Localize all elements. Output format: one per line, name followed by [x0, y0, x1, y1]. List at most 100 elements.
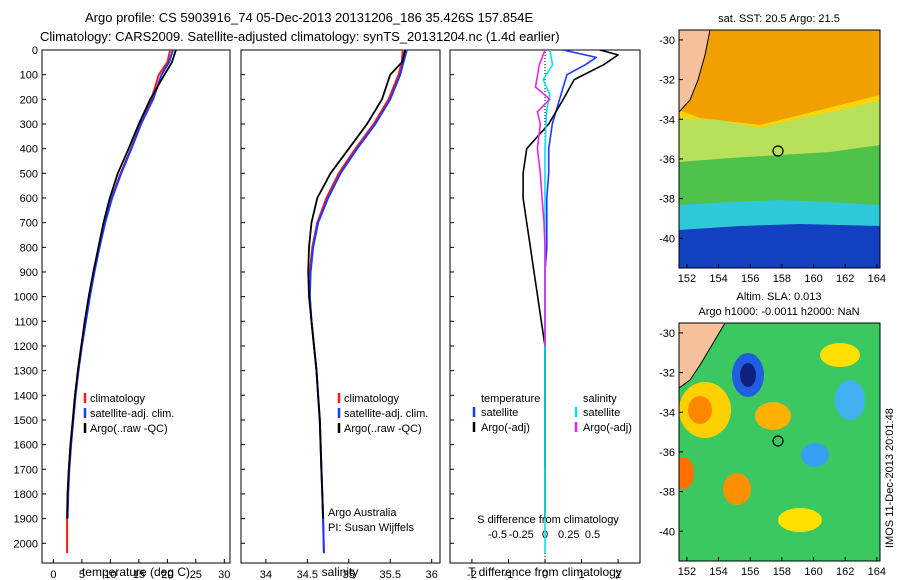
sst-mid-zone [679, 100, 880, 168]
diff-line-1 [522, 50, 619, 519]
sla-eddy-5 [820, 343, 860, 367]
depth-tick-label: 100 [20, 70, 38, 82]
lon-tick-label: 162 [836, 273, 854, 285]
salinity-panel [240, 49, 441, 564]
temperature-xlabel: temperature (deg C) [82, 565, 190, 579]
depth-tick-label: 1400 [14, 390, 38, 402]
depth-tick-label: 1700 [14, 464, 38, 476]
legend-label-satellite: satellite-adj. clim. [90, 408, 174, 420]
depth-tick-label: 1000 [14, 292, 38, 304]
sla-map-title-1: Altim. SLA: 0.013 [737, 291, 822, 303]
sst-map-axes: -30 -32 -34 -36 -38 -40 152 154 156 158 160 162 164 [659, 35, 886, 285]
lat-tick-label: -38 [659, 487, 675, 499]
temperature-panel [41, 49, 231, 564]
sla-eddy-7 [801, 443, 829, 467]
lat-tick-label: -34 [659, 114, 675, 126]
sla-eddy-6 [778, 508, 822, 532]
depth-tick-label: 700 [20, 218, 38, 230]
sla-map [679, 323, 880, 561]
lat-tick-label: -30 [659, 328, 675, 340]
lon-tick-label: 164 [868, 566, 886, 578]
sst-map [679, 30, 880, 268]
legend-label-t-satellite: satellite [481, 407, 518, 419]
x-tick-label: 1 [578, 569, 584, 580]
tdiff-xlabel: T difference from climatology [468, 565, 622, 579]
lat-tick-label: -30 [659, 35, 675, 47]
lon-tick-label: 164 [868, 273, 886, 285]
x-tick-label: 0 [542, 569, 548, 580]
depth-tick-label: 1100 [14, 316, 38, 328]
sst-warm-zone [679, 30, 880, 125]
lon-tick-label: 152 [678, 566, 696, 578]
coastline-land [679, 323, 726, 389]
legend-label-t-argo: Argo(-adj) [481, 422, 530, 434]
depth-tick-label: 200 [20, 94, 38, 106]
lat-tick-label: -38 [659, 194, 675, 206]
sdiff-tick-label: -0.5 [488, 529, 507, 541]
float-position-marker [772, 435, 784, 447]
sdiff-axis: -0.5-0.2500.250.5 [488, 529, 600, 541]
temperature-axis: 0 5 10 15 20 25 30 [50, 559, 230, 580]
lon-tick-label: 160 [804, 566, 822, 578]
x-tick-label: -2 [467, 569, 477, 580]
lon-tick-label: 160 [804, 273, 822, 285]
lat-tick-label: -36 [659, 154, 675, 166]
sla-eddy-2 [755, 402, 791, 430]
sla-eddy-3 [723, 473, 751, 505]
lon-tick-label: 158 [773, 566, 791, 578]
float-position-marker [772, 145, 784, 157]
series-line-0 [66, 50, 172, 554]
lon-tick-label: 156 [741, 566, 759, 578]
sla-warm-core [688, 396, 712, 424]
legend-label-s-argo: Argo(-adj) [583, 422, 632, 434]
x-tick-label: -1 [504, 569, 514, 580]
legend-label-argo: Argo(..raw -QC) [344, 423, 422, 435]
series-line-1 [66, 50, 174, 519]
imos-timestamp: IMOS 11-Dec-2013 20:01:48 [884, 408, 896, 548]
depth-tick-label: 300 [20, 119, 38, 131]
depth-tick-label: 1600 [14, 440, 38, 452]
series-line-0 [308, 50, 404, 554]
lon-tick-label: 152 [678, 273, 696, 285]
sdiff-tick-label: 0.5 [585, 529, 600, 541]
lon-tick-label: 158 [773, 273, 791, 285]
sst-map-title: sat. SST: 20.5 Argo: 21.5 [718, 13, 840, 25]
x-tick-label: 34.5 [297, 569, 318, 580]
difference-profiles [522, 50, 619, 554]
salinity-legend: climatology satellite-adj. clim. Argo(..… [337, 393, 428, 435]
depth-tick-label: 0 [32, 45, 38, 57]
sst-cool-zone [679, 145, 880, 210]
x-tick-label: 20 [161, 569, 173, 580]
series-line-2 [66, 50, 177, 519]
salinity-xlabel: salinity [322, 565, 359, 579]
sdiff-tick-label: -0.25 [509, 529, 534, 541]
lat-tick-label: -32 [659, 368, 675, 380]
depth-tick-label: 1900 [14, 514, 38, 526]
depth-tick-label: 600 [20, 193, 38, 205]
lat-tick-label: -34 [659, 407, 675, 419]
lon-tick-label: 154 [709, 566, 727, 578]
x-tick-label: 5 [79, 569, 85, 580]
depth-tick-label: 800 [20, 242, 38, 254]
series-line-1 [308, 50, 408, 554]
sla-map-frame [678, 322, 881, 562]
sst-map-frame [678, 29, 881, 269]
depth-tick-label: 500 [20, 168, 38, 180]
sdiff-label: S difference from climatology [477, 514, 619, 526]
depth-tick-label: 1300 [14, 366, 38, 378]
sla-map-axes: -30 -32 -34 -36 -38 -40 152 154 156 158 160 162 164 [659, 328, 886, 578]
depth-tick-label: 1200 [14, 341, 38, 353]
legend-title-salinity: salinity [583, 393, 617, 405]
sla-map-title-2: Argo h1000: -0.0011 h2000: NaN [698, 306, 859, 318]
x-tick-label: 30 [218, 569, 230, 580]
legend-label-s-satellite: satellite [583, 407, 620, 419]
x-tick-label: 35.5 [380, 569, 401, 580]
lat-tick-label: -40 [659, 233, 675, 245]
legend-label-argo: Argo(..raw -QC) [90, 423, 168, 435]
temperature-legend: climatology satellite-adj. clim. Argo(..… [83, 393, 174, 435]
coastline-land [679, 30, 711, 113]
x-tick-label: 35 [343, 569, 355, 580]
lat-tick-label: -36 [659, 447, 675, 459]
